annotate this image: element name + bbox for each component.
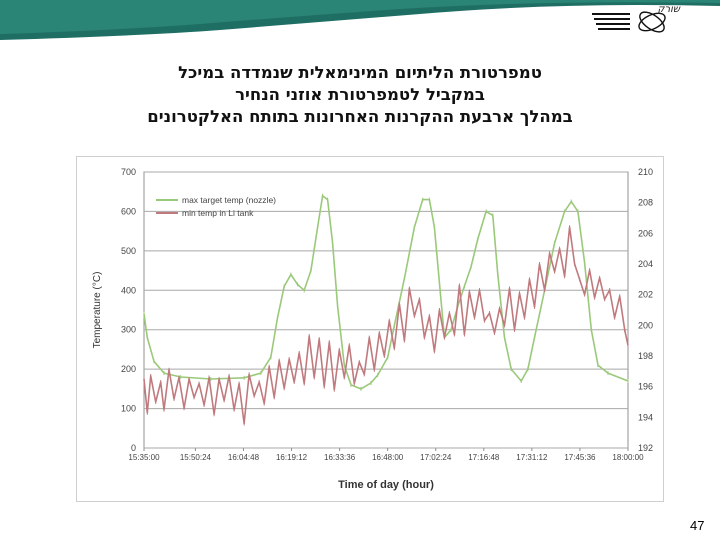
chart-container: 0 100 200 300 400 500 600 700 192 194 196 198 200 202… bbox=[76, 156, 664, 502]
right-tick-label: 194 bbox=[638, 412, 653, 422]
title-line-3: במהלך ארבעת ההקרנות האחרונות בתותח האלקט… bbox=[147, 107, 573, 126]
x-tick-label: 17:16:48 bbox=[468, 453, 500, 462]
header-band bbox=[0, 0, 720, 40]
logo-text: שורק bbox=[657, 4, 680, 15]
title-line-1: טמפרטורת הליתיום המינימאלית שנמדדה במיכל bbox=[178, 63, 542, 82]
x-axis-label: Time of day (hour) bbox=[338, 479, 434, 491]
left-tick-label: 300 bbox=[121, 325, 136, 335]
left-tick-label: 0 bbox=[131, 443, 136, 453]
x-tick-label: 18:00:00 bbox=[612, 453, 644, 462]
header-wave-graphic bbox=[0, 0, 720, 40]
x-tick-label: 17:02:24 bbox=[420, 453, 452, 462]
right-tick-label: 202 bbox=[638, 290, 653, 300]
logo: שורק bbox=[590, 4, 680, 40]
right-tick-label: 196 bbox=[638, 382, 653, 392]
x-tick-label: 17:31:12 bbox=[516, 453, 548, 462]
x-tick-label: 16:04:48 bbox=[228, 453, 260, 462]
left-tick-label: 400 bbox=[121, 285, 136, 295]
x-tick-label: 16:33:36 bbox=[324, 453, 356, 462]
x-tick-label: 15:35:00 bbox=[128, 453, 160, 462]
left-tick-label: 200 bbox=[121, 364, 136, 374]
right-tick-label: 200 bbox=[638, 320, 653, 330]
left-tick-label: 600 bbox=[121, 206, 136, 216]
logo-graphic bbox=[592, 11, 666, 33]
left-tick-label: 100 bbox=[121, 404, 136, 414]
right-tick-label: 208 bbox=[638, 198, 653, 208]
right-tick-label: 198 bbox=[638, 351, 653, 361]
x-tick-label: 16:48:00 bbox=[372, 453, 404, 462]
slide-title: טמפרטורת הליתיום המינימאלית שנמדדה במיכל… bbox=[0, 62, 720, 128]
right-tick-label: 206 bbox=[638, 228, 653, 238]
legend-entry-1: max target temp (nozzle) bbox=[182, 195, 276, 205]
right-tick-label: 192 bbox=[638, 443, 653, 453]
right-tick-label: 210 bbox=[638, 167, 653, 177]
x-tick-label: 16:19:12 bbox=[276, 453, 308, 462]
left-tick-label: 700 bbox=[121, 167, 136, 177]
left-tick-label: 500 bbox=[121, 246, 136, 256]
y-axis-label: Temperature (°C) bbox=[92, 272, 103, 349]
title-line-2: במקביל לטמפרטורת אוזני הנחיר bbox=[235, 85, 485, 104]
x-tick-label: 17:45:36 bbox=[564, 453, 596, 462]
temperature-chart: 0 100 200 300 400 500 600 700 192 194 196 198 200 202… bbox=[76, 156, 664, 502]
page-number: 47 bbox=[690, 518, 705, 533]
legend-entry-2: min temp in Li tank bbox=[182, 208, 254, 218]
right-tick-label: 204 bbox=[638, 259, 653, 269]
x-tick-label: 15:50:24 bbox=[180, 453, 212, 462]
